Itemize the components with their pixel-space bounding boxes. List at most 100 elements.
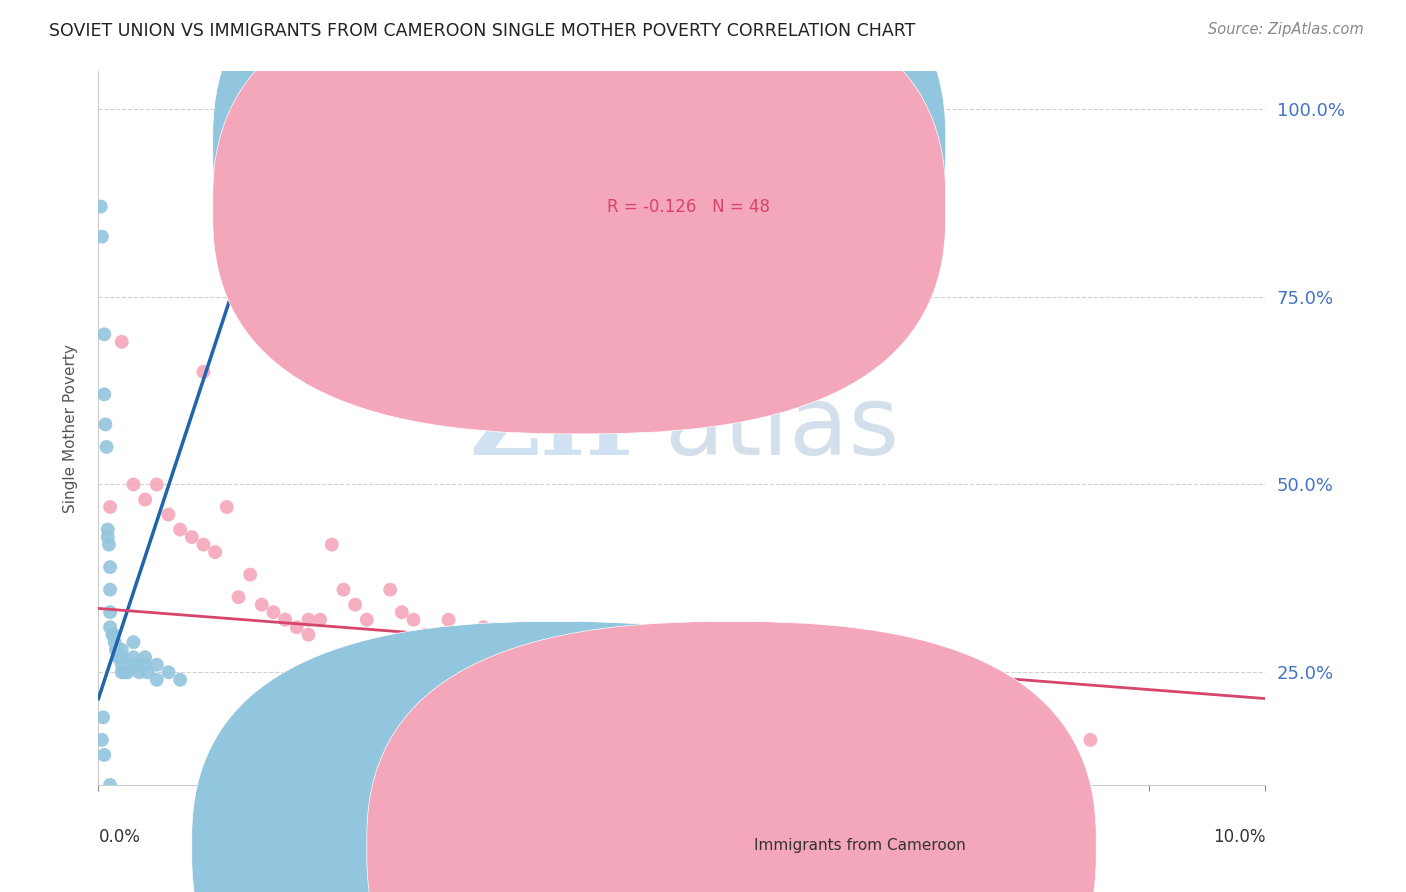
Point bbox=[344, 598, 367, 612]
Point bbox=[122, 657, 145, 672]
Point bbox=[228, 590, 250, 604]
Point bbox=[215, 500, 238, 514]
Point bbox=[111, 657, 134, 672]
Point bbox=[98, 500, 121, 514]
Point bbox=[93, 387, 115, 401]
Text: Soviet Union: Soviet Union bbox=[579, 838, 676, 853]
Point bbox=[128, 665, 150, 680]
Point bbox=[285, 620, 308, 634]
Point bbox=[962, 681, 984, 695]
Text: 10.0%: 10.0% bbox=[1213, 828, 1265, 846]
Text: ZIP: ZIP bbox=[470, 381, 658, 475]
Point bbox=[146, 477, 169, 491]
Point bbox=[250, 598, 273, 612]
Point bbox=[91, 710, 114, 724]
Text: R =  0.453   N = 44: R = 0.453 N = 44 bbox=[607, 137, 769, 155]
Point bbox=[730, 657, 752, 672]
FancyBboxPatch shape bbox=[530, 111, 869, 235]
Point bbox=[169, 673, 191, 687]
Point bbox=[612, 688, 634, 702]
Point bbox=[332, 582, 354, 597]
Point bbox=[111, 334, 134, 349]
Point bbox=[117, 665, 139, 680]
Text: SOVIET UNION VS IMMIGRANTS FROM CAMEROON SINGLE MOTHER POVERTY CORRELATION CHART: SOVIET UNION VS IMMIGRANTS FROM CAMEROON… bbox=[49, 22, 915, 40]
Point bbox=[111, 650, 134, 665]
Point bbox=[97, 523, 120, 537]
Point bbox=[239, 567, 262, 582]
Point bbox=[90, 229, 112, 244]
FancyBboxPatch shape bbox=[212, 0, 946, 434]
Point bbox=[157, 508, 180, 522]
Point bbox=[136, 665, 159, 680]
Point bbox=[496, 635, 519, 649]
Point bbox=[321, 538, 343, 552]
Point bbox=[97, 538, 120, 552]
Text: Source: ZipAtlas.com: Source: ZipAtlas.com bbox=[1208, 22, 1364, 37]
Point bbox=[98, 560, 121, 574]
Point bbox=[180, 530, 202, 544]
Point bbox=[554, 635, 576, 649]
Point bbox=[274, 613, 297, 627]
Point bbox=[98, 582, 121, 597]
Point bbox=[671, 642, 693, 657]
Point bbox=[461, 628, 484, 642]
Point bbox=[262, 124, 284, 138]
Point bbox=[112, 665, 135, 680]
Point bbox=[111, 642, 134, 657]
Point bbox=[98, 605, 121, 619]
Point bbox=[96, 440, 118, 454]
Point bbox=[1080, 732, 1102, 747]
Point bbox=[204, 545, 226, 559]
Point bbox=[636, 657, 658, 672]
Point bbox=[98, 778, 121, 792]
FancyBboxPatch shape bbox=[367, 622, 1097, 892]
Point bbox=[97, 530, 120, 544]
Text: R = -0.126   N = 48: R = -0.126 N = 48 bbox=[607, 198, 770, 216]
Point bbox=[134, 650, 156, 665]
Point bbox=[169, 523, 191, 537]
Point bbox=[578, 642, 600, 657]
Point bbox=[111, 665, 134, 680]
Point bbox=[274, 124, 297, 138]
Point bbox=[391, 605, 413, 619]
Point bbox=[530, 642, 553, 657]
FancyBboxPatch shape bbox=[212, 0, 946, 373]
Point bbox=[262, 605, 284, 619]
Point bbox=[612, 650, 634, 665]
Point bbox=[134, 492, 156, 507]
Point bbox=[122, 650, 145, 665]
Point bbox=[146, 657, 169, 672]
Text: atlas: atlas bbox=[665, 382, 900, 475]
Point bbox=[787, 665, 810, 680]
Point bbox=[125, 657, 148, 672]
Point bbox=[1021, 710, 1043, 724]
Point bbox=[105, 642, 128, 657]
Point bbox=[94, 417, 117, 432]
Point bbox=[904, 673, 927, 687]
Point bbox=[146, 673, 169, 687]
Point bbox=[356, 613, 378, 627]
Point bbox=[104, 635, 127, 649]
Point bbox=[104, 642, 127, 657]
Point bbox=[93, 747, 115, 762]
Point bbox=[103, 628, 125, 642]
Point bbox=[122, 477, 145, 491]
Text: 0.0%: 0.0% bbox=[98, 828, 141, 846]
FancyBboxPatch shape bbox=[191, 622, 921, 892]
Point bbox=[297, 613, 319, 627]
Point bbox=[157, 665, 180, 680]
Point bbox=[309, 613, 332, 627]
Point bbox=[380, 582, 402, 597]
Point bbox=[90, 200, 112, 214]
Point bbox=[193, 365, 215, 379]
Point bbox=[846, 657, 869, 672]
Point bbox=[437, 688, 460, 702]
Point bbox=[90, 732, 112, 747]
Point bbox=[472, 620, 495, 634]
Point bbox=[101, 628, 124, 642]
Point bbox=[297, 628, 319, 642]
Point bbox=[437, 613, 460, 627]
Text: Immigrants from Cameroon: Immigrants from Cameroon bbox=[754, 838, 966, 853]
Point bbox=[108, 650, 131, 665]
Point bbox=[98, 620, 121, 634]
